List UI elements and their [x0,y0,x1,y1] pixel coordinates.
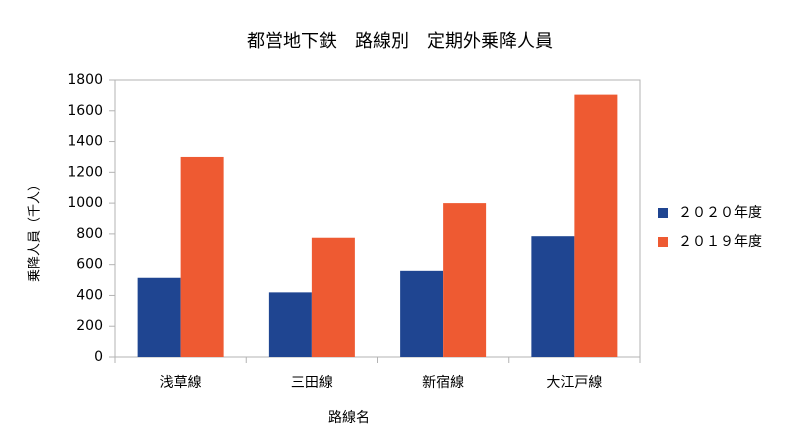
y-tick-label: 600 [76,257,103,273]
legend-label: ２０２０年度 [678,205,762,221]
legend-swatch [658,208,668,218]
bar [531,236,575,357]
y-tick-label: 1000 [67,195,103,211]
x-tick-label: 新宿線 [422,374,464,391]
y-axis-label: 乗降人員（千人） [28,178,43,282]
chart-title: 都営地下鉄 路線別 定期外乗降人員 [247,31,553,52]
bar [443,203,487,357]
legend-swatch [658,237,668,247]
y-tick-label: 200 [76,318,103,334]
bar [180,156,224,357]
y-tick-label: 1400 [67,134,103,150]
x-tick-label: 浅草線 [160,375,202,391]
y-tick-label: 0 [94,349,103,365]
x-tick-label: 三田線 [291,375,333,391]
legend-label: ２０１９年度 [678,234,762,250]
y-tick-label: 1200 [67,164,103,180]
y-tick-label: 1800 [67,72,103,88]
y-tick-label: 1600 [67,103,103,119]
bar [268,292,312,357]
bar [137,277,181,357]
x-tick-label: 大江戸線 [546,375,602,391]
x-axis-label: 路線名 [328,410,370,426]
bar [574,94,618,357]
y-tick-label: 800 [76,226,103,242]
bar [400,270,444,357]
y-tick-label: 400 [76,287,103,303]
bar [311,237,355,357]
